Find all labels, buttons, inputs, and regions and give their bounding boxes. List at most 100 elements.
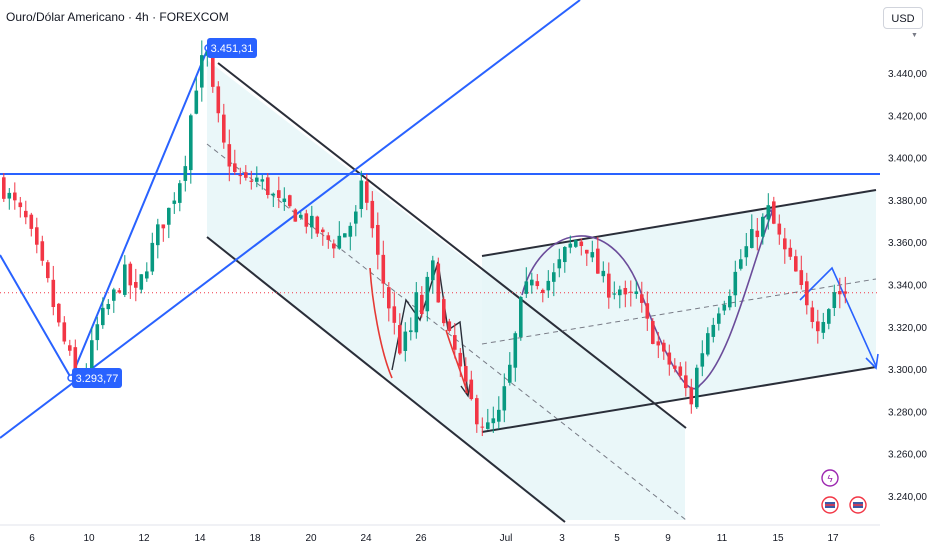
candle-body: [519, 296, 523, 337]
candle-body: [35, 227, 39, 245]
candle-body: [365, 181, 369, 203]
candle-body: [700, 353, 705, 367]
candle-body: [271, 193, 276, 196]
candle-body: [337, 235, 342, 249]
candle-body: [381, 254, 386, 284]
candle-body: [13, 192, 17, 201]
candle-body: [117, 290, 122, 293]
candle-body: [293, 209, 298, 222]
candle-body: [557, 259, 562, 269]
candle-body: [755, 230, 760, 238]
y-tick-label: 3.340,00: [888, 281, 927, 292]
candle-body: [728, 295, 732, 308]
projection-path: [799, 266, 877, 367]
candle-body: [304, 213, 309, 227]
candle-body: [46, 262, 50, 279]
x-tick-label: 12: [138, 533, 150, 544]
x-tick-label: 24: [360, 533, 372, 544]
candle-body: [810, 307, 815, 322]
candle-body: [585, 249, 589, 254]
candle-body: [414, 292, 419, 333]
candle-body: [530, 279, 534, 286]
candle-body: [491, 418, 496, 424]
x-tick-label: 3: [559, 533, 565, 544]
y-tick-label: 3.360,00: [888, 238, 927, 249]
candle-body: [761, 216, 765, 237]
candle-body: [18, 202, 23, 208]
candle-body: [486, 422, 490, 429]
projection-arrow-head: [865, 353, 879, 370]
candle-body: [425, 276, 430, 312]
candle-body: [464, 366, 468, 382]
candle-body: [777, 223, 782, 235]
chart-title: Ouro/Dólar Americano · 4h · FOREXCOM: [6, 10, 229, 24]
y-tick-label: 3.300,00: [888, 365, 927, 376]
candle-body: [662, 342, 666, 352]
candle-body: [332, 243, 336, 249]
candle-body: [354, 211, 358, 224]
candle-body: [447, 321, 452, 331]
zigzag-arrow-head: [460, 383, 471, 398]
x-tick-label: 9: [665, 533, 671, 544]
candle-body: [233, 163, 237, 172]
candle-body: [40, 241, 45, 261]
candle-body: [667, 352, 672, 365]
candle-body: [255, 177, 259, 182]
chevron-down-icon[interactable]: ▼: [911, 32, 918, 39]
candle-body: [568, 243, 573, 248]
candle-body: [348, 225, 353, 237]
candle-body: [57, 303, 61, 323]
candle-body: [249, 180, 254, 182]
down-channel-upper: [217, 62, 687, 429]
candle-body: [139, 274, 144, 290]
x-tick-label: 6: [29, 533, 35, 544]
candle-body: [299, 214, 303, 218]
up-channel-lower: [481, 366, 877, 433]
candle-body: [827, 309, 831, 324]
candle-body: [469, 379, 474, 400]
candle-body: [288, 195, 292, 207]
x-tick-label: 10: [83, 533, 95, 544]
candle-body: [172, 200, 177, 204]
candle-body: [387, 287, 391, 309]
candle-body: [442, 299, 446, 324]
candle-body: [563, 247, 567, 263]
candle-body: [112, 289, 116, 301]
candle-body: [343, 233, 347, 238]
candle-body: [513, 333, 518, 368]
candle-body: [816, 321, 820, 332]
candle-body: [843, 291, 848, 294]
candle-body: [238, 175, 243, 177]
candle-body: [524, 281, 529, 294]
y-tick-label: 3.380,00: [888, 196, 927, 207]
candle-body: [607, 273, 611, 298]
candle-body: [623, 287, 628, 295]
y-tick-label: 3.260,00: [888, 450, 927, 461]
candle-body: [211, 51, 215, 87]
candle-body: [601, 270, 606, 277]
candle-body: [821, 322, 826, 333]
candle-body: [134, 282, 138, 288]
x-tick-label: 14: [194, 533, 206, 544]
candle-body: [150, 242, 155, 272]
currency-button[interactable]: USD: [883, 7, 923, 29]
candle-body: [502, 386, 507, 411]
low-label-bg: [72, 368, 122, 388]
candle-body: [376, 224, 380, 255]
candle-body: [783, 238, 787, 250]
candle-body: [200, 55, 204, 88]
high-label: 3.451,31: [211, 43, 254, 55]
price-axis-background: [880, 0, 932, 550]
candle-body: [799, 270, 804, 285]
candle-body: [62, 322, 67, 342]
candle-body: [106, 303, 111, 310]
low-label: 3.293,77: [76, 373, 119, 385]
candle-body: [359, 180, 364, 209]
candle-body: [788, 247, 793, 257]
candle-body: [535, 281, 540, 287]
candle-body: [123, 264, 127, 295]
candle-body: [178, 183, 182, 203]
